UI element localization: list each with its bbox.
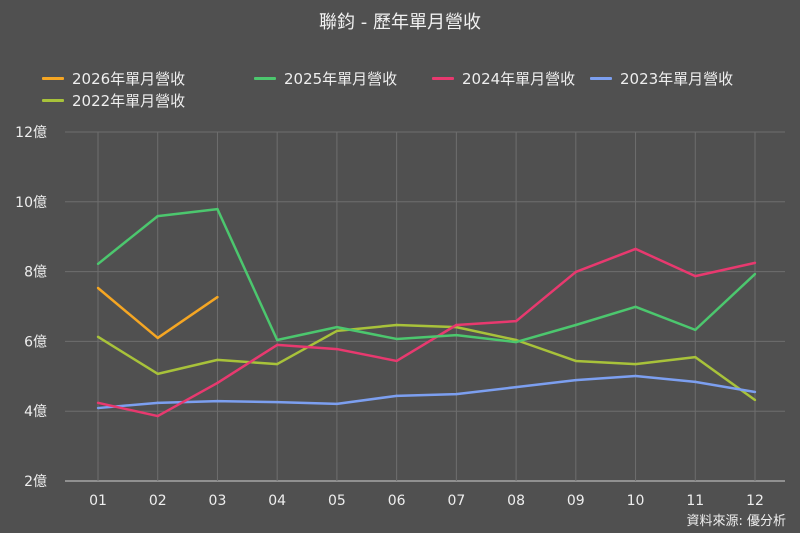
data-point [753, 398, 757, 402]
y-tick-label: 2億 [24, 474, 47, 490]
data-point [335, 325, 339, 329]
data-point [275, 400, 279, 404]
data-point [634, 374, 637, 378]
data-point [216, 399, 219, 403]
data-point [694, 380, 697, 384]
data-point [216, 381, 219, 385]
data-point [514, 340, 518, 344]
y-tick-label: 8億 [24, 265, 47, 281]
x-tick-label: 01 [89, 493, 107, 509]
data-point [156, 401, 159, 405]
data-point [634, 305, 637, 309]
x-tick-label: 07 [447, 493, 465, 509]
data-point [275, 362, 279, 366]
data-point [395, 337, 398, 341]
data-point [514, 319, 518, 323]
data-point [694, 274, 697, 278]
legend-label: 2023年單月營收 [620, 70, 734, 88]
chart-title: 聯鈞 - 歷年單月營收 [319, 12, 481, 33]
data-point [156, 372, 159, 376]
legend-swatch [590, 77, 612, 80]
data-point [395, 323, 398, 327]
legend-label: 2025年單月營收 [284, 70, 398, 88]
source-note: 資料來源: 優分析 [686, 514, 786, 529]
x-tick-label: 09 [567, 493, 585, 509]
data-point [275, 338, 279, 342]
data-point [335, 329, 339, 333]
data-point [694, 355, 697, 359]
data-point [96, 286, 100, 290]
data-point [96, 406, 100, 410]
data-point [574, 359, 578, 363]
data-point [455, 392, 458, 396]
x-tick-label: 05 [328, 493, 346, 509]
data-point [753, 261, 757, 265]
x-tick-label: 04 [268, 493, 286, 509]
legend-label: 2024年單月營收 [462, 70, 576, 88]
legend-item[interactable]: 2026年單月營收 [42, 68, 185, 89]
data-point [455, 333, 458, 337]
data-point [216, 207, 219, 211]
legend-item[interactable]: 2025年單月營收 [254, 68, 397, 89]
legend-swatch [42, 77, 64, 80]
series-line [97, 247, 756, 418]
legend-item[interactable]: 2024年單月營收 [432, 68, 575, 89]
x-tick-label: 11 [686, 493, 704, 509]
y-tick-label: 10億 [15, 195, 47, 211]
data-point [514, 385, 518, 389]
y-tick-label: 12億 [15, 125, 47, 141]
data-point [275, 343, 279, 347]
data-point [96, 262, 100, 266]
data-point [96, 335, 100, 339]
data-point [574, 270, 578, 274]
x-tick-label: 08 [507, 493, 525, 509]
series-line [97, 207, 756, 344]
data-point [753, 390, 757, 394]
data-point [335, 347, 339, 351]
data-point [634, 362, 637, 366]
data-point [156, 414, 159, 418]
legend-swatch [432, 77, 454, 80]
x-tick-label: 02 [149, 493, 167, 509]
x-tick-label: 03 [209, 493, 227, 509]
legend-swatch [254, 77, 276, 80]
data-point [574, 323, 578, 327]
legend-label: 2022年單月營收 [72, 92, 186, 110]
y-tick-label: 4億 [24, 404, 47, 420]
legend-item[interactable]: 2022年單月營收 [42, 90, 185, 111]
data-point [574, 378, 578, 382]
data-point [216, 295, 219, 299]
data-point [455, 323, 458, 327]
y-tick-label: 6億 [24, 334, 47, 350]
legend-label: 2026年單月營收 [72, 70, 186, 88]
data-point [335, 402, 339, 406]
x-tick-label: 06 [388, 493, 406, 509]
x-tick-label: 12 [746, 493, 764, 509]
data-point [156, 336, 159, 340]
data-point [514, 338, 518, 342]
legend-item[interactable]: 2023年單月營收 [590, 68, 733, 89]
data-point [634, 247, 637, 251]
x-tick-label: 10 [627, 493, 645, 509]
data-point [753, 272, 757, 276]
data-point [395, 359, 398, 363]
data-point [395, 394, 398, 398]
series-line [97, 323, 756, 402]
series-line [97, 374, 756, 410]
legend-swatch [42, 99, 64, 102]
data-point [156, 214, 159, 218]
data-point [96, 401, 100, 405]
data-point [694, 328, 697, 332]
data-point [216, 358, 219, 362]
